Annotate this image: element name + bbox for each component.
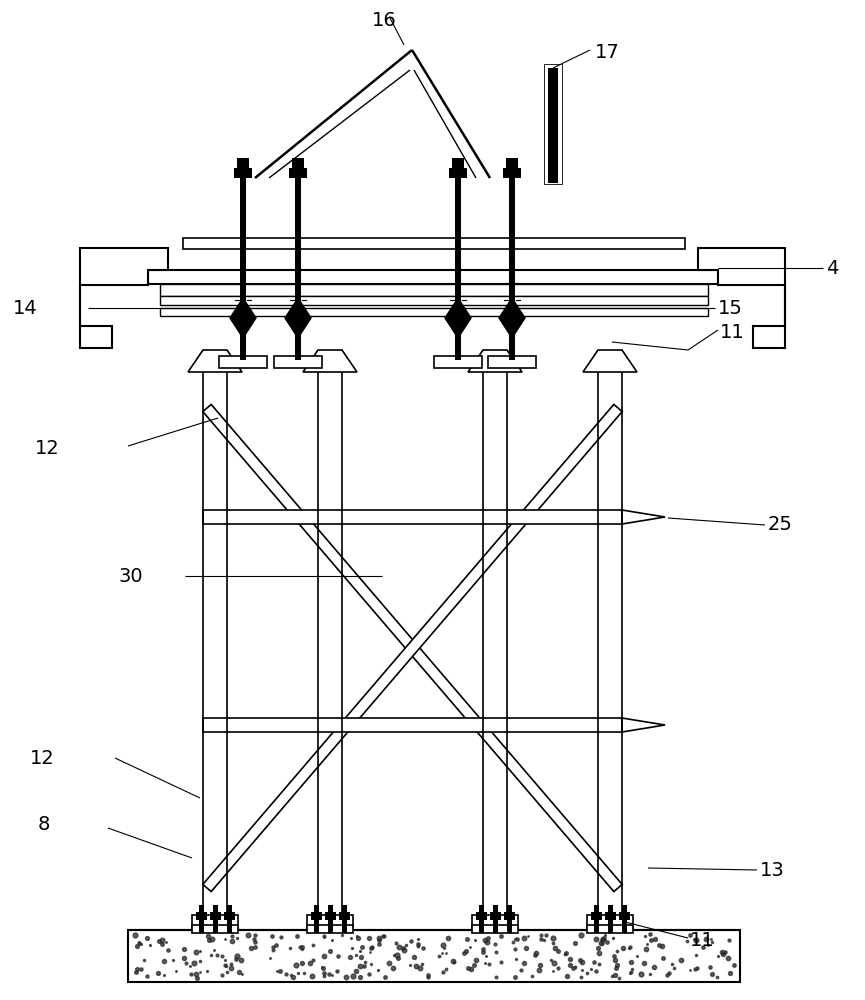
Bar [503, 168, 521, 178]
Text: 25: 25 [768, 516, 793, 534]
Bar [593, 905, 599, 933]
Bar [292, 158, 304, 170]
Bar [455, 175, 461, 360]
Polygon shape [202, 404, 622, 892]
Polygon shape [202, 404, 622, 892]
Bar [587, 925, 633, 933]
Text: 12: 12 [30, 748, 55, 768]
Bar [338, 912, 349, 920]
Polygon shape [583, 350, 637, 372]
Text: 8: 8 [37, 816, 50, 834]
Bar [227, 905, 232, 933]
Polygon shape [80, 248, 168, 285]
Text: 14: 14 [13, 298, 38, 318]
Bar [449, 168, 467, 178]
Bar [621, 905, 626, 933]
Bar [324, 912, 336, 920]
Bar [434, 356, 482, 368]
Text: 13: 13 [760, 860, 785, 880]
Bar [223, 912, 234, 920]
Bar [313, 905, 318, 933]
Bar [492, 905, 497, 933]
Bar [342, 905, 347, 933]
Text: 30: 30 [119, 566, 143, 585]
Bar [213, 905, 217, 933]
Bar [607, 905, 612, 933]
Polygon shape [80, 285, 112, 348]
Bar [234, 168, 252, 178]
Polygon shape [698, 248, 785, 285]
Polygon shape [622, 510, 665, 524]
Bar [503, 912, 515, 920]
Bar [198, 905, 203, 933]
Polygon shape [285, 298, 311, 338]
Text: 17: 17 [595, 42, 619, 62]
Bar [472, 925, 518, 933]
Text: 12: 12 [35, 438, 60, 458]
Bar [328, 905, 332, 933]
Bar [507, 905, 511, 933]
Polygon shape [445, 298, 471, 338]
Bar [160, 284, 708, 296]
Text: 16: 16 [372, 10, 396, 29]
Text: 11: 11 [690, 930, 714, 950]
Bar [192, 915, 238, 930]
Bar [183, 238, 685, 249]
Bar [472, 915, 518, 930]
Bar [591, 912, 601, 920]
Polygon shape [303, 350, 357, 372]
Bar [148, 270, 718, 284]
Bar [160, 308, 708, 316]
Polygon shape [188, 350, 242, 372]
Bar [452, 158, 464, 170]
Bar [237, 158, 249, 170]
Bar [544, 64, 562, 184]
Text: 11: 11 [720, 322, 745, 342]
Bar [605, 912, 616, 920]
Polygon shape [499, 298, 525, 338]
Bar [128, 930, 740, 982]
Bar [160, 296, 708, 305]
Bar [506, 158, 518, 170]
Bar [203, 510, 622, 524]
Bar [509, 175, 515, 360]
Bar [295, 175, 301, 360]
Bar [195, 912, 207, 920]
Bar [209, 912, 221, 920]
Bar [311, 912, 322, 920]
Bar [476, 912, 486, 920]
Bar [490, 912, 501, 920]
Bar [307, 925, 353, 933]
Bar [274, 356, 322, 368]
Polygon shape [230, 298, 256, 338]
Polygon shape [468, 350, 522, 372]
Polygon shape [622, 718, 665, 732]
Bar [203, 718, 622, 732]
Text: 4: 4 [826, 258, 838, 277]
Bar [587, 915, 633, 930]
Bar [618, 912, 630, 920]
Polygon shape [753, 285, 785, 348]
Bar [548, 68, 558, 183]
Bar [219, 356, 267, 368]
Bar [488, 356, 536, 368]
Bar [478, 905, 484, 933]
Bar [192, 925, 238, 933]
Bar [289, 168, 307, 178]
Bar [240, 175, 246, 360]
Text: 15: 15 [718, 298, 743, 318]
Bar [307, 915, 353, 930]
